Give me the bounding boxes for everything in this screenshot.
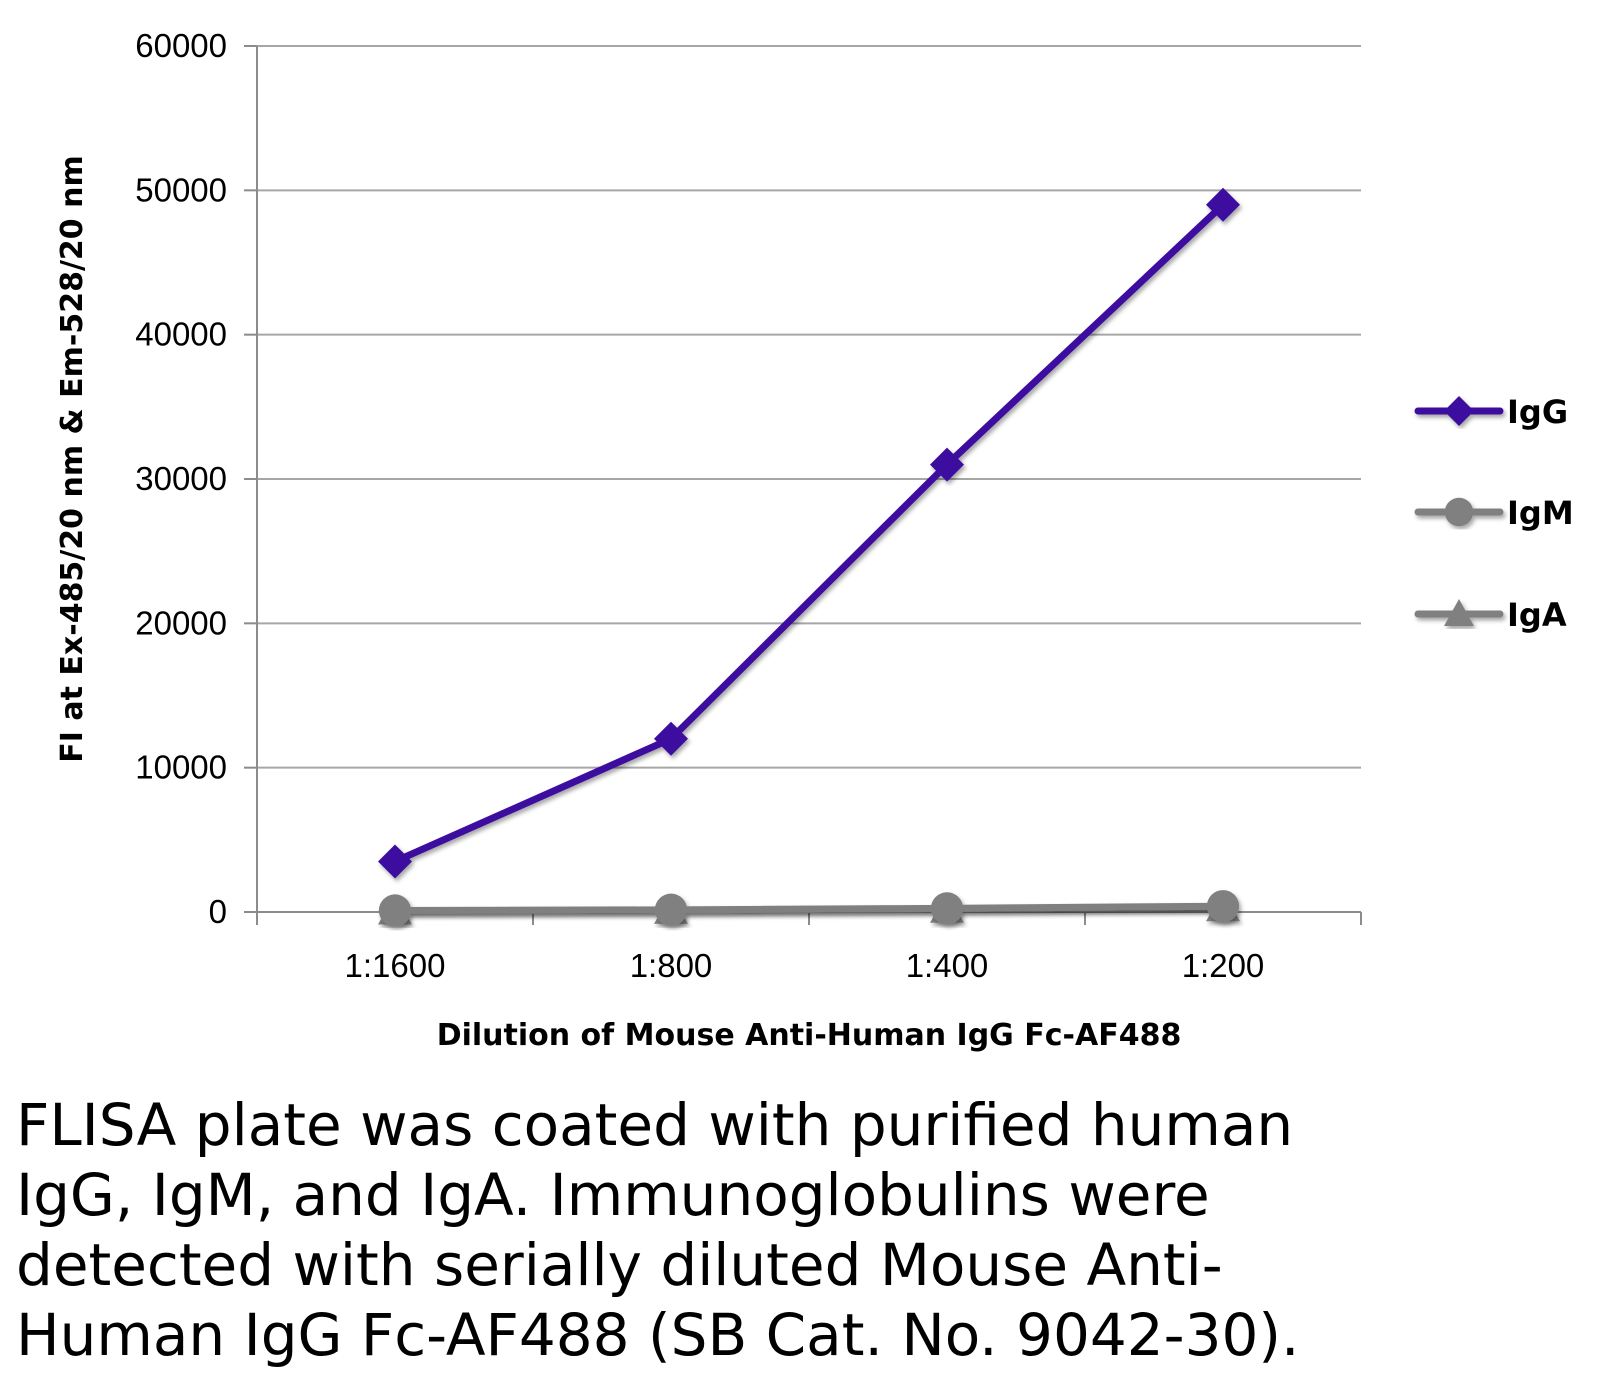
- circle-marker: [378, 894, 412, 927]
- circle-marker: [930, 892, 964, 925]
- y-tick-label: 60000: [135, 27, 227, 64]
- caption-line: IgG, IgM, and IgA. Immunoglobulins were: [16, 1161, 1210, 1229]
- legend-item: [1414, 497, 1504, 527]
- tick-labels: 0 10000 20000 30000 40000 50000 60000 1:1600 1:8…: [135, 27, 1264, 984]
- diamond-marker: [930, 447, 964, 482]
- gridlines: [257, 45, 1361, 769]
- legend-item: [1414, 599, 1504, 626]
- legend-label: IgM: [1507, 494, 1574, 532]
- series-igg: [378, 187, 1240, 879]
- figure-caption: FLISA plate was coated with purified hum…: [16, 1090, 1596, 1370]
- legend: IgG IgM IgA: [1414, 393, 1574, 634]
- legend-item: [1414, 396, 1504, 426]
- x-axis-title: Dilution of Mouse Anti-Human IgG Fc-AF48…: [437, 1018, 1182, 1053]
- circle-marker: [1206, 890, 1240, 923]
- diamond-marker: [1206, 187, 1240, 222]
- y-tick-label: 50000: [135, 171, 227, 208]
- line-chart: 0 10000 20000 30000 40000 50000 60000 1:1600 1:8…: [55, 27, 1574, 1053]
- diamond-marker: [1444, 396, 1474, 426]
- x-tick-label: 1:200: [1182, 947, 1265, 984]
- legend-label: IgG: [1507, 393, 1568, 431]
- legend-label: IgA: [1507, 596, 1567, 634]
- series-line: [391, 201, 1227, 865]
- series-lines: [378, 187, 1240, 927]
- caption-line: FLISA plate was coated with purified hum…: [16, 1091, 1294, 1159]
- diamond-marker: [378, 844, 412, 879]
- circle-marker: [654, 893, 688, 926]
- y-axis-title: FI at Ex-485/20 nm & Em-528/20 nm: [55, 155, 90, 762]
- circle-marker: [1444, 497, 1474, 527]
- diamond-marker: [654, 721, 688, 756]
- y-tick-label: 20000: [135, 604, 227, 641]
- caption-line: detected with serially diluted Mouse Ant…: [16, 1231, 1223, 1299]
- y-tick-label: 10000: [135, 749, 227, 786]
- y-tick-label: 40000: [135, 316, 227, 353]
- x-tick-label: 1:400: [906, 947, 989, 984]
- x-tick-label: 1:800: [630, 947, 713, 984]
- series-igm: [378, 890, 1240, 927]
- triangle-marker: [1444, 599, 1474, 626]
- axes: [244, 45, 1362, 925]
- caption-line: Human IgG Fc-AF488 (SB Cat. No. 9042-30)…: [16, 1301, 1300, 1369]
- x-tick-label: 1:1600: [345, 947, 446, 984]
- y-tick-label: 0: [209, 893, 227, 930]
- y-tick-label: 30000: [135, 460, 227, 497]
- series-line: [391, 902, 1227, 915]
